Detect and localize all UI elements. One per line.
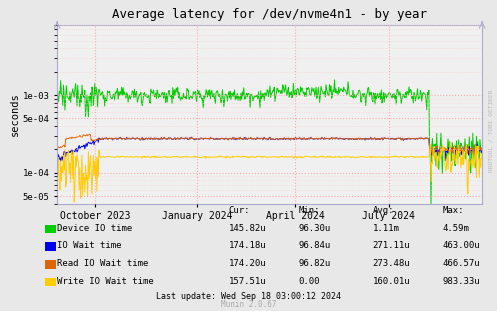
Text: 4.59m: 4.59m xyxy=(442,224,469,233)
Text: Last update: Wed Sep 18 03:00:12 2024: Last update: Wed Sep 18 03:00:12 2024 xyxy=(156,292,341,301)
Text: Avg:: Avg: xyxy=(373,206,394,215)
Text: 145.82u: 145.82u xyxy=(229,224,266,233)
Text: Munin 2.0.67: Munin 2.0.67 xyxy=(221,300,276,309)
Text: 466.57u: 466.57u xyxy=(442,259,480,268)
Text: 96.82u: 96.82u xyxy=(298,259,331,268)
Text: Max:: Max: xyxy=(442,206,464,215)
Text: 174.20u: 174.20u xyxy=(229,259,266,268)
Text: Min:: Min: xyxy=(298,206,320,215)
Title: Average latency for /dev/nvme4n1 - by year: Average latency for /dev/nvme4n1 - by ye… xyxy=(112,8,427,21)
Text: Device IO time: Device IO time xyxy=(57,224,132,233)
Text: Read IO Wait time: Read IO Wait time xyxy=(57,259,149,268)
Text: Write IO Wait time: Write IO Wait time xyxy=(57,277,154,286)
Text: IO Wait time: IO Wait time xyxy=(57,241,122,250)
Text: 160.01u: 160.01u xyxy=(373,277,411,286)
Text: 0.00: 0.00 xyxy=(298,277,320,286)
Text: 983.33u: 983.33u xyxy=(442,277,480,286)
Text: 463.00u: 463.00u xyxy=(442,241,480,250)
Text: RRDTOOL / TOBI OETIKER: RRDTOOL / TOBI OETIKER xyxy=(489,89,494,172)
Text: 157.51u: 157.51u xyxy=(229,277,266,286)
Y-axis label: seconds: seconds xyxy=(10,92,20,136)
Text: 96.84u: 96.84u xyxy=(298,241,331,250)
Text: 96.30u: 96.30u xyxy=(298,224,331,233)
Text: 1.11m: 1.11m xyxy=(373,224,400,233)
Text: 271.11u: 271.11u xyxy=(373,241,411,250)
Text: 273.48u: 273.48u xyxy=(373,259,411,268)
Text: 174.18u: 174.18u xyxy=(229,241,266,250)
Text: Cur:: Cur: xyxy=(229,206,250,215)
